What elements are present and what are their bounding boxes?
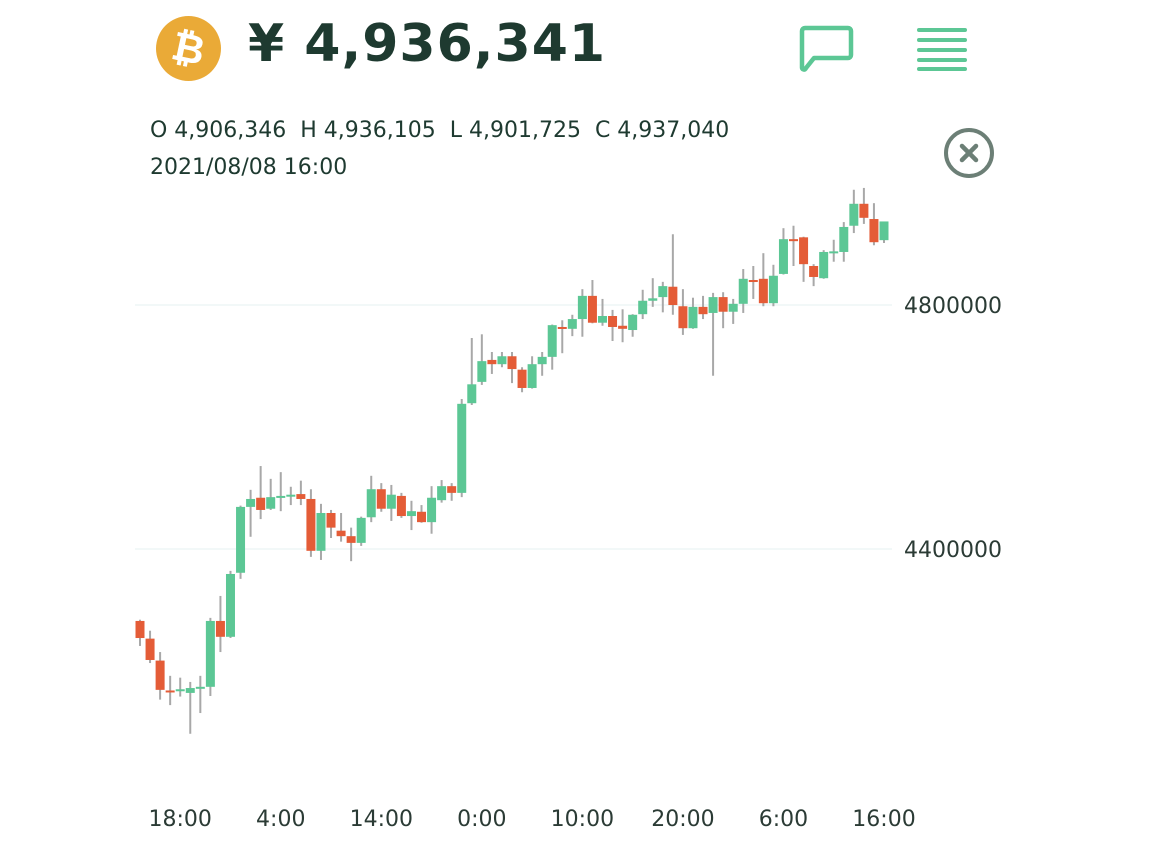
candle-body-up bbox=[286, 494, 296, 497]
candle-body-down bbox=[447, 486, 457, 493]
candle-body-down bbox=[789, 239, 799, 242]
candle-body-up bbox=[577, 295, 587, 320]
bitcoin-icon: ₿ bbox=[156, 16, 221, 81]
x-tick-label: 6:00 bbox=[759, 807, 808, 832]
candle-body-down bbox=[376, 489, 386, 509]
x-tick-label: 20:00 bbox=[651, 807, 714, 832]
candle-body-down bbox=[487, 359, 497, 365]
candle-body-down bbox=[678, 306, 688, 329]
candle-body-down bbox=[859, 203, 869, 218]
candle-body-down bbox=[336, 530, 346, 537]
candle-body-up bbox=[527, 364, 537, 388]
candle-body-down bbox=[517, 369, 527, 388]
candle-body-down bbox=[346, 536, 356, 543]
candle-body-up bbox=[427, 497, 437, 523]
candle-body-up bbox=[205, 620, 215, 687]
candle-datetime: 2021/08/08 16:00 bbox=[150, 155, 348, 180]
y-tick-label: 4800000 bbox=[904, 294, 1002, 319]
x-tick-label: 16:00 bbox=[852, 807, 915, 832]
x-tick-label: 10:00 bbox=[551, 807, 614, 832]
close-circle-icon bbox=[944, 128, 994, 178]
ohlc-readout: O 4,906,346 H 4,936,105 L 4,901,725 C 4,… bbox=[150, 118, 730, 143]
chat-bubble-icon bbox=[799, 25, 854, 72]
candle-body-up bbox=[175, 689, 185, 692]
close-readout-button[interactable] bbox=[942, 126, 996, 184]
candle-body-down bbox=[296, 494, 306, 499]
candle-body-up bbox=[879, 221, 889, 241]
candle-body-down bbox=[718, 297, 728, 312]
candle-body-down bbox=[557, 326, 567, 329]
candle-body-up bbox=[839, 226, 849, 252]
candle-body-up bbox=[708, 297, 718, 313]
candle-body-down bbox=[396, 495, 406, 517]
candle-body-up bbox=[236, 506, 246, 573]
candle-body-down bbox=[869, 219, 879, 243]
y-tick-label: 4400000 bbox=[904, 538, 1002, 563]
candle-body-down bbox=[165, 690, 175, 693]
candle-body-down bbox=[306, 498, 316, 551]
candle-body-up bbox=[648, 298, 658, 301]
hamburger-menu-icon bbox=[917, 28, 967, 71]
candle-body-down bbox=[748, 280, 758, 283]
candle-body-down bbox=[618, 325, 628, 329]
candle-body-down bbox=[587, 295, 597, 323]
candle-body-down bbox=[799, 237, 809, 265]
chat-button[interactable] bbox=[798, 25, 854, 77]
candle-body-down bbox=[155, 660, 165, 690]
candle-body-up bbox=[316, 512, 326, 551]
candle-body-up bbox=[386, 494, 396, 509]
candle-body-up bbox=[778, 239, 788, 274]
candle-body-up bbox=[477, 361, 487, 382]
candle-body-up bbox=[728, 303, 738, 312]
x-tick-label: 14:00 bbox=[350, 807, 413, 832]
candle-body-up bbox=[195, 686, 205, 689]
candle-body-up bbox=[829, 251, 839, 254]
candle-body-up bbox=[457, 403, 467, 493]
current-price: ¥ 4,936,341 bbox=[248, 14, 607, 74]
candle-body-down bbox=[668, 286, 678, 306]
candle-body-up bbox=[638, 300, 648, 315]
x-tick-label: 0:00 bbox=[457, 807, 506, 832]
candle-body-up bbox=[437, 486, 447, 501]
candle-body-up bbox=[406, 511, 416, 517]
candle-body-up bbox=[497, 356, 507, 365]
candle-body-up bbox=[658, 286, 668, 298]
candle-body-down bbox=[256, 497, 266, 510]
candle-body-down bbox=[135, 620, 145, 639]
candle-body-up bbox=[537, 356, 547, 365]
candle-body-down bbox=[215, 620, 225, 637]
candle-body-down bbox=[417, 511, 427, 523]
candle-body-up bbox=[819, 251, 829, 279]
candle-body-up bbox=[628, 314, 638, 331]
candle-body-up bbox=[849, 203, 859, 226]
candle-body-up bbox=[547, 325, 557, 357]
candle-body-down bbox=[507, 356, 517, 370]
candle-body-down bbox=[608, 316, 618, 327]
candle-body-up bbox=[356, 517, 366, 543]
candle-body-down bbox=[758, 278, 768, 304]
candle-body-up bbox=[276, 495, 286, 498]
candle-body-up bbox=[185, 688, 195, 693]
candle-body-down bbox=[698, 306, 708, 315]
candle-body-down bbox=[326, 512, 336, 528]
candle-body-up bbox=[225, 573, 235, 637]
menu-button[interactable] bbox=[915, 25, 969, 77]
candle-body-up bbox=[366, 489, 376, 518]
candle-body-up bbox=[688, 306, 698, 329]
x-tick-label: 18:00 bbox=[149, 807, 212, 832]
candle-body-down bbox=[809, 265, 819, 277]
candle-body-down bbox=[145, 638, 155, 660]
candle-body-up bbox=[768, 275, 778, 304]
candle-body-up bbox=[246, 498, 256, 507]
candle-body-up bbox=[266, 497, 276, 509]
candle-body-up bbox=[467, 384, 477, 404]
candle-body-up bbox=[567, 319, 577, 329]
x-tick-label: 4:00 bbox=[256, 807, 305, 832]
candle-body-up bbox=[597, 316, 607, 323]
candle-body-up bbox=[738, 278, 748, 304]
